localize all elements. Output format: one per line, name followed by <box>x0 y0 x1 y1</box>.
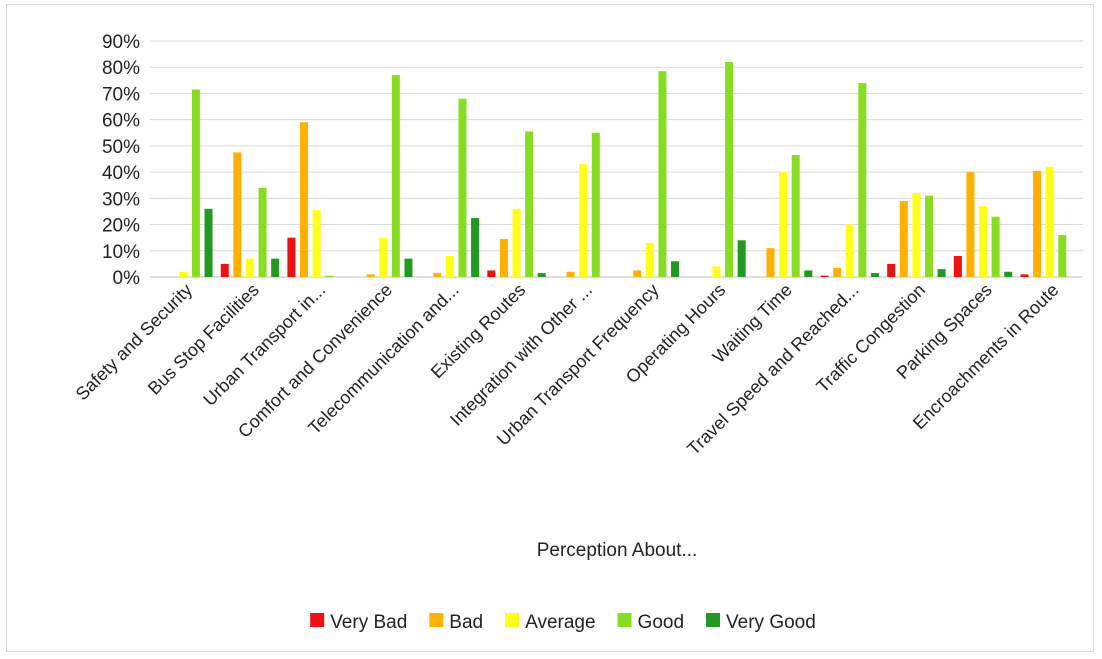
bar <box>204 208 213 277</box>
bar <box>966 172 975 277</box>
bar <box>220 263 229 277</box>
bar <box>1020 274 1029 277</box>
legend-swatch <box>310 613 325 627</box>
y-tick-label: 90% <box>102 32 140 53</box>
bar <box>445 256 454 277</box>
bar <box>271 258 280 277</box>
bar <box>912 193 921 277</box>
bar <box>804 270 813 277</box>
y-tick-label: 40% <box>102 163 140 184</box>
legend-label: Average <box>525 612 595 633</box>
bar <box>671 261 680 277</box>
legend-label: Good <box>638 612 684 633</box>
bar <box>458 98 467 277</box>
legend-swatch <box>505 613 520 627</box>
bar <box>779 172 788 277</box>
bar <box>845 224 854 277</box>
bar <box>325 275 334 277</box>
bar <box>991 216 1000 277</box>
chart-frame <box>6 4 1094 652</box>
y-tick-label: 80% <box>102 58 140 79</box>
bar <box>404 258 413 277</box>
bar <box>487 270 496 277</box>
bar <box>300 122 309 277</box>
bar <box>233 152 242 277</box>
bar <box>737 240 746 277</box>
bar <box>725 61 734 278</box>
y-tick-label: 50% <box>102 137 140 158</box>
bar <box>258 187 267 277</box>
bar <box>633 270 642 277</box>
bar <box>953 256 962 277</box>
bar <box>379 237 388 277</box>
bar <box>712 266 721 277</box>
bar <box>366 274 375 277</box>
bar <box>1058 235 1067 277</box>
legend-swatch <box>429 613 444 627</box>
bar <box>537 273 546 277</box>
bar <box>471 218 480 277</box>
bar <box>566 271 575 277</box>
bar <box>791 155 800 277</box>
x-tick-label: Bus Stop Facilities <box>144 280 263 399</box>
legend: Very Bad Bad Average Good Very Good <box>310 612 816 633</box>
legend-swatch <box>617 613 632 627</box>
y-tick-label: 30% <box>102 189 140 210</box>
legend-label: Bad <box>449 612 483 633</box>
bar <box>499 238 508 277</box>
bars <box>179 61 1067 278</box>
bar <box>579 164 588 277</box>
bar <box>820 275 829 277</box>
y-tick-label: 20% <box>102 216 140 237</box>
x-tick-label: Urban Transport in... <box>199 280 329 410</box>
bar <box>591 132 600 277</box>
y-tick-label: 60% <box>102 111 140 132</box>
bar <box>870 273 879 277</box>
legend-swatch <box>706 613 721 627</box>
y-tick-label: 10% <box>102 242 140 263</box>
bar <box>191 89 200 277</box>
y-tick-label: 0% <box>113 268 141 289</box>
legend-label: Very Good <box>726 612 816 633</box>
y-axis-ticks: 0% 10% 20% 30% 40% 50% 60% 70% 80% 90% <box>102 32 140 289</box>
bar <box>924 195 933 277</box>
bar <box>645 242 654 277</box>
bar <box>525 131 534 277</box>
bar <box>1033 170 1042 277</box>
bar <box>179 271 188 277</box>
bar <box>658 71 667 277</box>
x-tick-label: Safety and Security <box>72 280 197 405</box>
bar <box>312 210 321 277</box>
x-axis-title: Perception About... <box>537 540 698 561</box>
bar <box>833 267 842 277</box>
bar <box>937 269 946 277</box>
bar <box>512 208 521 277</box>
bar <box>391 75 400 277</box>
legend-label: Very Bad <box>330 612 407 633</box>
bar <box>766 248 775 277</box>
y-tick-label: 70% <box>102 84 140 105</box>
bar <box>1004 271 1013 277</box>
bar <box>245 258 254 277</box>
bar <box>433 273 442 277</box>
bar <box>887 263 896 277</box>
bar <box>1045 166 1054 277</box>
bar <box>858 82 867 278</box>
bar <box>979 206 988 277</box>
bar <box>287 237 296 277</box>
bar <box>899 200 908 277</box>
